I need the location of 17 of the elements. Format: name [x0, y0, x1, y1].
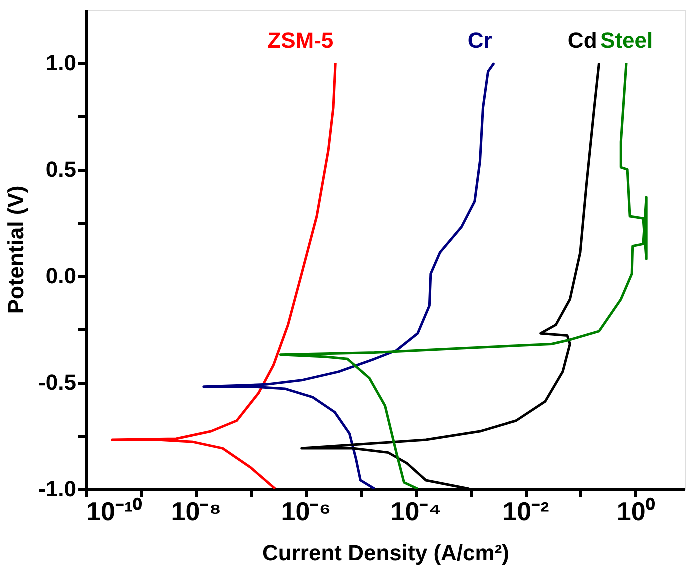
series-label: Cd — [568, 28, 598, 54]
y-tick-label: 0.0 — [46, 264, 76, 289]
x-tick-label: 10⁻² — [502, 496, 550, 526]
y-axis-title: Potential (V) — [4, 186, 29, 314]
y-tick-label: 1.0 — [46, 50, 76, 76]
x-tick-label: 10⁻⁶ — [281, 496, 332, 526]
series-label: Steel — [600, 28, 654, 54]
x-tick-label: 10⁰ — [616, 496, 656, 526]
x-axis-title: Current Density (A/cm²) — [262, 540, 510, 566]
y-tick-label: -0.5 — [38, 370, 76, 396]
series-label: Cr — [468, 28, 493, 54]
x-tick-label: 10⁻⁸ — [171, 496, 222, 526]
y-tick-label: -1.0 — [38, 476, 76, 502]
x-tick-label: 10⁻⁴ — [390, 496, 442, 526]
series-label: ZSM-5 — [268, 28, 334, 54]
x-tick-label: 10⁻¹⁰ — [86, 496, 144, 526]
y-tick-label: 0.5 — [46, 157, 76, 182]
